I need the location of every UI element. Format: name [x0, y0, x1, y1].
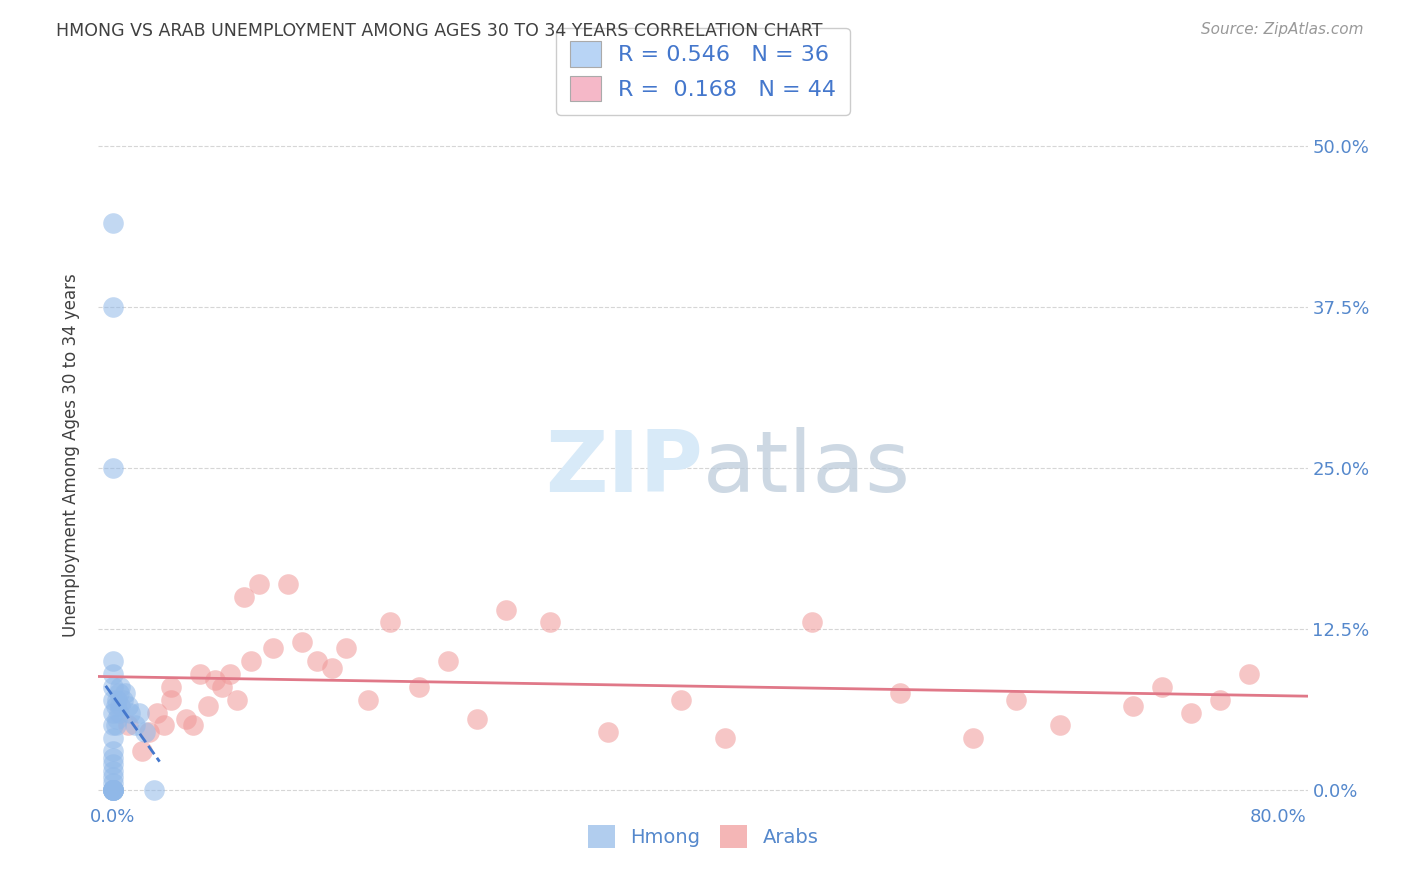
- Point: [160, 680, 183, 694]
- Point: [1209, 692, 1232, 706]
- Point: [538, 615, 561, 630]
- Point: [378, 615, 401, 630]
- Point: [801, 615, 824, 630]
- Point: [131, 744, 153, 758]
- Point: [101, 783, 124, 797]
- Point: [247, 576, 270, 591]
- Point: [714, 731, 737, 746]
- Point: [101, 770, 124, 784]
- Point: [101, 216, 124, 230]
- Point: [101, 757, 124, 772]
- Point: [101, 460, 124, 475]
- Point: [495, 602, 517, 616]
- Point: [181, 718, 204, 732]
- Point: [262, 641, 284, 656]
- Point: [101, 744, 124, 758]
- Point: [101, 764, 124, 778]
- Point: [101, 667, 124, 681]
- Point: [233, 590, 256, 604]
- Point: [598, 725, 620, 739]
- Point: [357, 692, 380, 706]
- Point: [190, 667, 212, 681]
- Point: [128, 706, 150, 720]
- Point: [101, 783, 124, 797]
- Point: [138, 725, 160, 739]
- Point: [101, 783, 124, 797]
- Text: HMONG VS ARAB UNEMPLOYMENT AMONG AGES 30 TO 34 YEARS CORRELATION CHART: HMONG VS ARAB UNEMPLOYMENT AMONG AGES 30…: [56, 22, 823, 40]
- Point: [174, 712, 197, 726]
- Point: [105, 692, 128, 706]
- Point: [101, 783, 124, 797]
- Point: [105, 712, 128, 726]
- Point: [101, 731, 124, 746]
- Point: [104, 718, 127, 732]
- Point: [1005, 692, 1028, 706]
- Point: [408, 680, 430, 694]
- Point: [153, 718, 176, 732]
- Point: [1180, 706, 1202, 720]
- Point: [218, 667, 240, 681]
- Point: [124, 718, 146, 732]
- Point: [145, 706, 167, 720]
- Point: [101, 750, 124, 764]
- Point: [134, 725, 156, 739]
- Legend: Hmong, Arabs: Hmong, Arabs: [579, 818, 827, 855]
- Point: [211, 680, 233, 694]
- Point: [962, 731, 984, 746]
- Point: [101, 680, 124, 694]
- Point: [101, 300, 124, 314]
- Point: [160, 692, 183, 706]
- Text: atlas: atlas: [703, 427, 911, 510]
- Point: [1239, 667, 1261, 681]
- Point: [277, 576, 299, 591]
- Point: [321, 660, 343, 674]
- Point: [101, 718, 124, 732]
- Point: [114, 686, 136, 700]
- Point: [1122, 699, 1144, 714]
- Text: Source: ZipAtlas.com: Source: ZipAtlas.com: [1201, 22, 1364, 37]
- Text: ZIP: ZIP: [546, 427, 703, 510]
- Point: [240, 654, 263, 668]
- Point: [335, 641, 357, 656]
- Point: [225, 692, 247, 706]
- Point: [305, 654, 328, 668]
- Point: [101, 776, 124, 790]
- Point: [437, 654, 460, 668]
- Point: [104, 699, 127, 714]
- Point: [669, 692, 692, 706]
- Point: [889, 686, 911, 700]
- Point: [142, 783, 165, 797]
- Point: [101, 654, 124, 668]
- Point: [117, 718, 139, 732]
- Point: [101, 783, 124, 797]
- Point: [1049, 718, 1071, 732]
- Point: [101, 706, 124, 720]
- Point: [110, 680, 132, 694]
- Point: [465, 712, 488, 726]
- Point: [112, 692, 135, 706]
- Point: [204, 673, 226, 688]
- Point: [120, 706, 142, 720]
- Y-axis label: Unemployment Among Ages 30 to 34 years: Unemployment Among Ages 30 to 34 years: [62, 273, 80, 637]
- Point: [101, 692, 124, 706]
- Point: [101, 783, 124, 797]
- Point: [101, 783, 124, 797]
- Point: [197, 699, 219, 714]
- Point: [117, 699, 139, 714]
- Point: [108, 686, 131, 700]
- Point: [110, 699, 132, 714]
- Point: [108, 706, 131, 720]
- Point: [291, 634, 314, 648]
- Point: [1150, 680, 1173, 694]
